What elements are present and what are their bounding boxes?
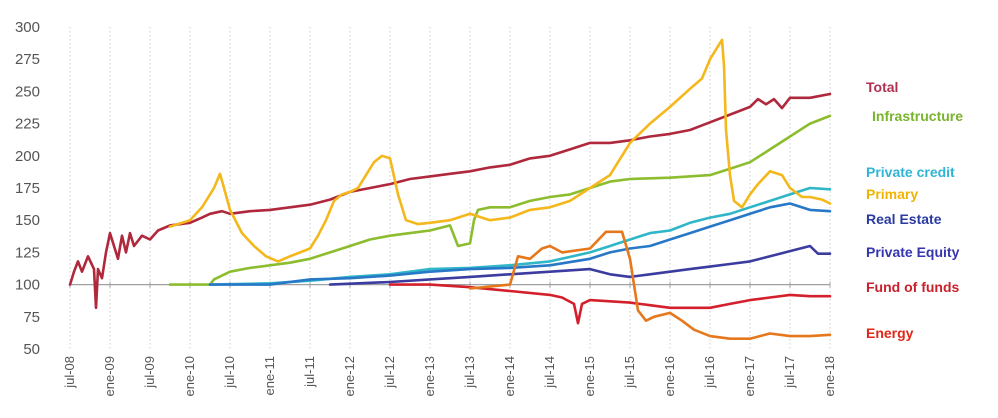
x-tick-label: jul-09: [142, 356, 157, 389]
x-tick-label: jul-12: [382, 356, 397, 389]
x-tick-label: ene-12: [342, 356, 357, 396]
y-tick-label: 175: [15, 180, 40, 197]
y-tick-label: 75: [23, 309, 40, 326]
x-tick-label: ene-15: [582, 356, 597, 396]
y-tick-label: 275: [15, 51, 40, 68]
series-line-real-estate: [208, 202, 832, 286]
x-tick-label: jul-14: [542, 356, 557, 389]
series-line-infrastructure: [168, 114, 832, 286]
x-tick-label: jul-13: [462, 356, 477, 389]
legend-label-private-credit: Private credit: [866, 164, 955, 180]
y-tick-label: 100: [15, 277, 40, 294]
x-tick-label: ene-13: [422, 356, 437, 396]
x-tick-label: ene-10: [182, 356, 197, 396]
x-tick-label: jul-10: [222, 356, 237, 389]
x-tick-label: ene-16: [662, 356, 677, 396]
legend-label-real-estate: Real Estate: [866, 211, 942, 227]
legend-label-infrastructure: Infrastructure: [872, 108, 963, 124]
x-tick-label: jul-17: [782, 356, 797, 389]
series-line-fund-of-funds: [388, 283, 832, 325]
y-tick-label: 300: [15, 19, 40, 36]
legend-label-energy: Energy: [866, 325, 914, 341]
y-tick-label: 200: [15, 148, 40, 165]
y-tick-label: 150: [15, 212, 40, 229]
series-line-private-equity: [328, 244, 832, 286]
x-tick-label: ene-17: [742, 356, 757, 396]
series-line-primary: [168, 38, 832, 263]
x-tick-label: ene-09: [102, 356, 117, 396]
legend-label-total: Total: [866, 79, 898, 95]
y-tick-label: 250: [15, 83, 40, 100]
x-tick-label: ene-11: [262, 356, 277, 396]
series-line-energy: [468, 230, 832, 340]
legend-label-primary: Primary: [866, 186, 918, 202]
x-tick-label: jul-08: [62, 356, 77, 389]
y-tick-label: 225: [15, 116, 40, 133]
x-tick-label: jul-11: [302, 356, 317, 388]
x-tick-label: jul-16: [702, 356, 717, 389]
x-tick-label: jul-15: [622, 356, 637, 389]
series-line-total: [68, 92, 832, 310]
x-tick-label: ene-14: [502, 356, 517, 396]
y-tick-label: 125: [15, 244, 40, 261]
legend-label-private-equity: Private Equity: [866, 244, 960, 260]
y-tick-label: 50: [23, 341, 40, 358]
x-tick-label: ene-18: [822, 356, 837, 396]
legend-label-fund-of-funds: Fund of funds: [866, 279, 960, 295]
